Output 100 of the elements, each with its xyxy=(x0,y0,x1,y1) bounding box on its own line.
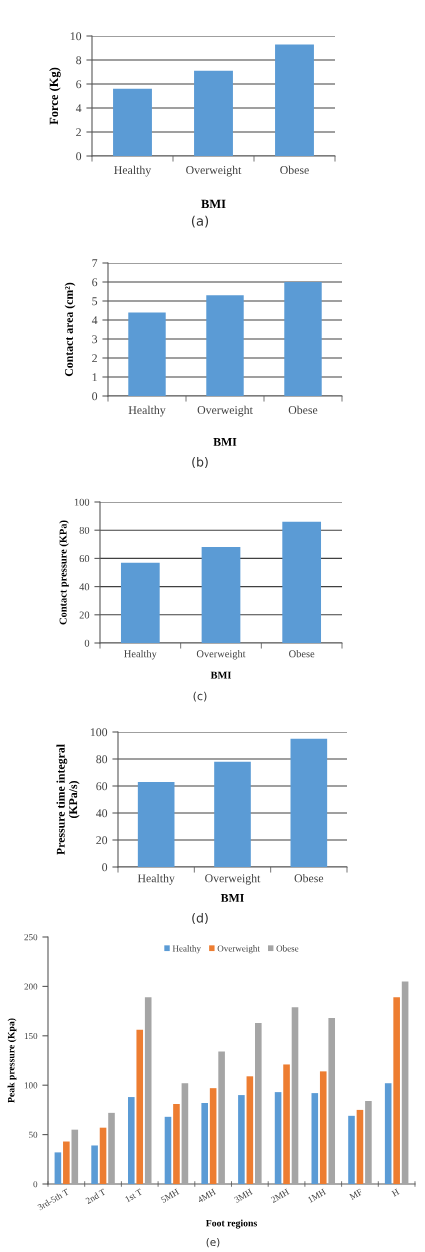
bar xyxy=(255,1022,262,1184)
bar xyxy=(173,1103,180,1184)
y-tick-label: 8 xyxy=(76,56,82,65)
bar xyxy=(274,1092,282,1184)
bar xyxy=(275,44,314,156)
y-tick-label: 0 xyxy=(102,863,108,872)
y-tick-label: 5 xyxy=(92,297,98,306)
text: (d) xyxy=(192,912,208,925)
y-tick-label: 7 xyxy=(92,259,98,268)
x-axis-title: BMI xyxy=(201,199,226,209)
y-axis-title: Peak pressure (Kpa) xyxy=(7,1018,17,1103)
bar xyxy=(71,1129,79,1184)
bar xyxy=(218,1051,225,1184)
bar xyxy=(401,981,409,1184)
bar xyxy=(393,997,400,1184)
y-tick-label: 200 xyxy=(24,983,38,990)
y-tick-label: 4 xyxy=(75,104,82,113)
y-tick-label: 150 xyxy=(24,1032,38,1040)
x-tick-label: Healthy xyxy=(114,165,152,177)
legend-label: Overweight xyxy=(217,945,260,954)
x-tick-label: 2nd T xyxy=(85,1188,107,1205)
bar xyxy=(128,312,166,396)
bar xyxy=(284,282,322,396)
x-tick-label: 3MH xyxy=(233,1188,253,1203)
bar xyxy=(164,1116,172,1184)
x-tick-label: Overweight xyxy=(186,165,242,177)
y-tick-label: 80 xyxy=(96,755,108,764)
bar xyxy=(194,70,233,156)
x-tick-label: 1st T xyxy=(124,1188,143,1203)
text: (b) xyxy=(192,456,208,469)
bar xyxy=(201,547,241,643)
x-tick-label: Healthy xyxy=(128,405,166,417)
bar xyxy=(291,1007,299,1184)
x-tick-label: Healthy xyxy=(137,873,175,885)
x-tick-label: Obese xyxy=(289,649,315,658)
bar xyxy=(283,1064,290,1184)
bar xyxy=(108,1112,115,1184)
y-tick-label: 250 xyxy=(24,934,38,941)
bar xyxy=(54,1152,62,1184)
bar xyxy=(356,1109,364,1184)
y-tick-label: 6 xyxy=(76,80,82,89)
legend-label: Healthy xyxy=(172,945,201,954)
y-tick-label: 20 xyxy=(79,611,90,619)
bar xyxy=(238,1095,245,1184)
bar xyxy=(63,1141,70,1184)
text: (a) xyxy=(191,215,209,228)
bar xyxy=(246,1076,254,1184)
y-tick-label: 6 xyxy=(92,278,98,287)
x-tick-label: Healthy xyxy=(124,649,157,660)
x-tick-label: Obese xyxy=(294,873,324,883)
bar xyxy=(348,1115,355,1184)
x-tick-label: H xyxy=(391,1188,400,1197)
y-tick-label: 0 xyxy=(84,639,90,647)
bar xyxy=(201,1102,208,1184)
bar xyxy=(282,521,322,643)
bar xyxy=(209,1088,217,1184)
text: (c) xyxy=(193,691,207,702)
y-axis-title: Pressure time integral (KPa/s) xyxy=(56,744,80,855)
y-tick-label: 4 xyxy=(91,316,98,325)
y-tick-label: 1 xyxy=(92,373,97,382)
x-tick-label: Overweight xyxy=(197,405,253,417)
y-axis-title: Contact area (cm²) xyxy=(64,282,76,377)
y-tick-label: 60 xyxy=(79,555,90,563)
bar xyxy=(206,295,244,396)
bar xyxy=(137,781,175,867)
y-tick-label: 2 xyxy=(92,354,97,363)
y-axis-title: Force (Kg) xyxy=(49,67,61,125)
bar xyxy=(290,738,328,867)
x-tick-label: Obese xyxy=(288,405,318,415)
y-tick-label: 0 xyxy=(92,392,98,401)
y-tick-label: 20 xyxy=(96,836,108,845)
bar xyxy=(136,1029,144,1184)
bar xyxy=(319,1071,327,1184)
bar xyxy=(214,761,251,867)
y-tick-label: 3 xyxy=(92,335,98,344)
x-tick-label: 4MH xyxy=(196,1188,217,1204)
x-axis-title: Foot regions xyxy=(205,1219,257,1229)
x-tick-label: Obese xyxy=(280,165,309,175)
x-tick-label: 1MH xyxy=(307,1188,327,1203)
y-tick-label: 40 xyxy=(79,583,90,591)
x-tick-label: 2MH xyxy=(270,1188,290,1203)
x-tick-label: Overweight xyxy=(196,649,246,660)
bar xyxy=(311,1093,319,1184)
y-tick-label: 50 xyxy=(29,1131,38,1138)
x-axis-title: BMI xyxy=(210,671,232,679)
y-tick-label: 100 xyxy=(24,1082,38,1089)
y-tick-label: 100 xyxy=(74,498,90,506)
legend-label: Obese xyxy=(276,945,299,952)
bar xyxy=(127,1097,135,1184)
y-tick-label: 0 xyxy=(33,1181,38,1188)
y-tick-label: 40 xyxy=(96,809,108,818)
bar xyxy=(365,1101,372,1184)
bar xyxy=(91,1145,98,1184)
bar xyxy=(99,1127,107,1184)
bar xyxy=(181,1083,189,1184)
y-tick-label: 60 xyxy=(96,782,108,791)
x-tick-label: MF xyxy=(349,1188,363,1200)
bar xyxy=(144,997,152,1184)
bar xyxy=(113,88,152,156)
y-tick-label: 2 xyxy=(76,128,81,137)
